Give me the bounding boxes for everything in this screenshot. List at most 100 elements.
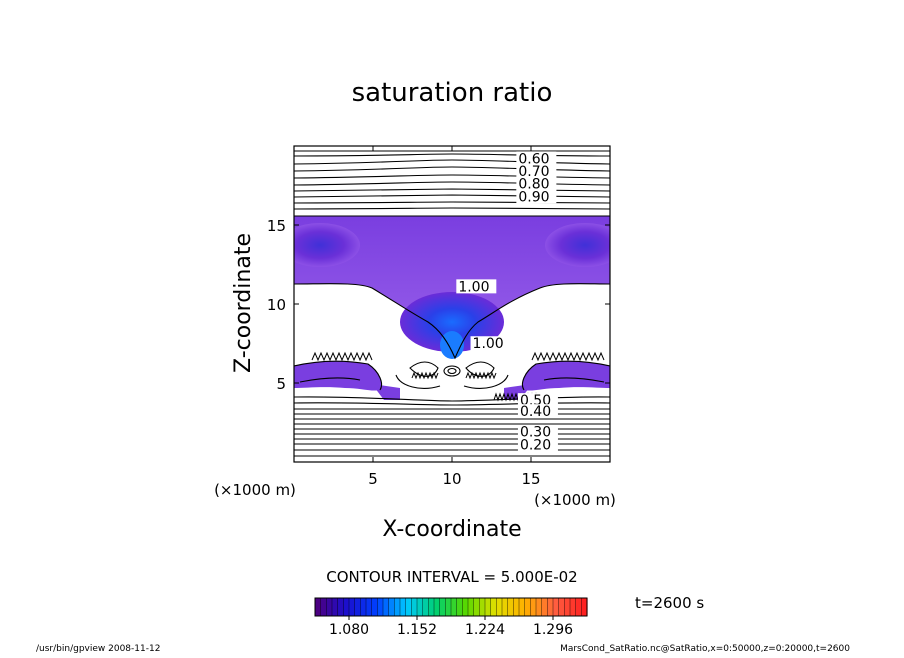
contour-line (294, 201, 610, 204)
colorbar-cell (547, 598, 554, 616)
contour-line (294, 194, 610, 198)
upper-shaded-region (294, 216, 610, 358)
colorbar-tick-label: 1.224 (465, 622, 505, 638)
contour-line (543, 377, 605, 383)
center-left-jagged (411, 371, 439, 380)
right-jagged-fringe (531, 351, 605, 362)
colorbar-cell (405, 598, 412, 616)
colorbar-cell (496, 598, 503, 616)
colorbar-cell (513, 598, 520, 616)
colorbar-labels: 1.080 1.152 1.224 1.296 (329, 616, 573, 638)
colorbar-cell (456, 598, 463, 616)
x-axis-ticks: 5 10 15 (368, 146, 541, 488)
colorbar-cell (377, 598, 384, 616)
colorbar-cell (445, 598, 452, 616)
colorbar-cell (507, 598, 514, 616)
colorbar-cell (541, 598, 548, 616)
contour-line-1.00 (294, 215, 610, 360)
contour-label-bg (517, 424, 558, 439)
chart-title: saturation ratio (352, 78, 553, 108)
center-knot (443, 365, 461, 377)
contour-labels: 0.600.700.800.901.001.000.500.400.300.20 (456, 151, 558, 453)
contour-label-bg (470, 336, 511, 351)
colorbar-cell (428, 598, 435, 616)
colorbar-cell (366, 598, 373, 616)
left-lobe-stem (372, 384, 400, 400)
contour-label-bg (456, 279, 497, 294)
contour-label-bg (517, 404, 558, 419)
colorbar-tick-label: 1.296 (533, 622, 573, 638)
center-jet (440, 331, 464, 359)
colorbar-cell (422, 598, 429, 616)
colorbar-cell (570, 598, 577, 616)
colorbar-cell (468, 598, 475, 616)
contour-label: 0.20 (520, 437, 551, 453)
plot-area: 0.600.700.800.901.001.000.500.400.300.20 (294, 150, 610, 457)
contour-line (294, 207, 610, 210)
jagged-contours (311, 351, 605, 402)
colorbar-cell (320, 598, 327, 616)
colorbar-cell (530, 598, 537, 616)
supersaturation-shading (294, 216, 610, 400)
contour-label: 1.00 (458, 279, 489, 295)
colorbar-cell (360, 598, 367, 616)
contour-line-1.00-lower (294, 360, 610, 391)
colorbar-cell (473, 598, 480, 616)
left-core (294, 223, 360, 267)
contour-label: 0.30 (520, 425, 551, 441)
center-knot-inner (447, 367, 457, 375)
y-axis-unit: (×1000 m) (534, 491, 616, 509)
colorbar-cell (388, 598, 395, 616)
contour-line (395, 374, 441, 389)
contour-line (294, 159, 610, 165)
contour-interval: CONTOUR INTERVAL = 5.000E-02 (326, 568, 577, 586)
colorbar-cell (400, 598, 407, 616)
colorbar-cell (558, 598, 565, 616)
contour-line (294, 153, 610, 157)
y-axis-ticks: 5 10 15 (267, 217, 610, 393)
colorbar-cell (536, 598, 543, 616)
contour-label-bg (516, 176, 557, 191)
left-jagged-fringe (311, 351, 373, 362)
contour-label-bg (516, 189, 557, 204)
contour-label-bg (516, 151, 557, 166)
contour-line (294, 174, 610, 179)
colorbar (314, 598, 588, 616)
right-lower-lobe (522, 361, 610, 391)
contour-label: 0.40 (520, 404, 551, 420)
x-tick-label: 10 (442, 470, 461, 488)
contour-line (409, 361, 439, 377)
center-right-jagged (465, 371, 497, 380)
footer-right: MarsCond_SatRatio.nc@SatRatio,x=0:50000,… (560, 644, 850, 654)
colorbar-cell (519, 598, 526, 616)
colorbar-cell (581, 598, 588, 616)
colorbar-tick-label: 1.080 (329, 622, 369, 638)
colorbar-cell (349, 598, 356, 616)
colorbar-cell (434, 598, 441, 616)
colorbar-cell (564, 598, 571, 616)
colorbar-cell (371, 598, 378, 616)
footer-left: /usr/bin/gpview 2008-11-12 (36, 644, 160, 654)
y-tick-label: 15 (267, 217, 286, 235)
left-lower-lobe (294, 361, 382, 391)
time-label: t=2600 s (635, 594, 704, 612)
colorbar-cell (439, 598, 446, 616)
contour-line (299, 377, 361, 383)
contour-line (294, 396, 610, 402)
contour-label-bg (516, 164, 557, 179)
contour-line (294, 402, 610, 406)
colorbar-cell (411, 598, 418, 616)
y-tick-label: 10 (267, 296, 286, 314)
contour-label: 0.70 (518, 164, 549, 180)
contour-line (294, 188, 610, 192)
contour-label: 0.60 (518, 151, 549, 167)
colorbar-cell (490, 598, 497, 616)
colorbar-cell (394, 598, 401, 616)
x-axis-unit: (×1000 m) (214, 481, 296, 499)
right-core (545, 223, 610, 267)
x-tick-label: 15 (521, 470, 540, 488)
colorbar-cell (462, 598, 469, 616)
colorbar-tick-label: 1.152 (397, 622, 437, 638)
contour-label: 0.90 (518, 189, 549, 205)
